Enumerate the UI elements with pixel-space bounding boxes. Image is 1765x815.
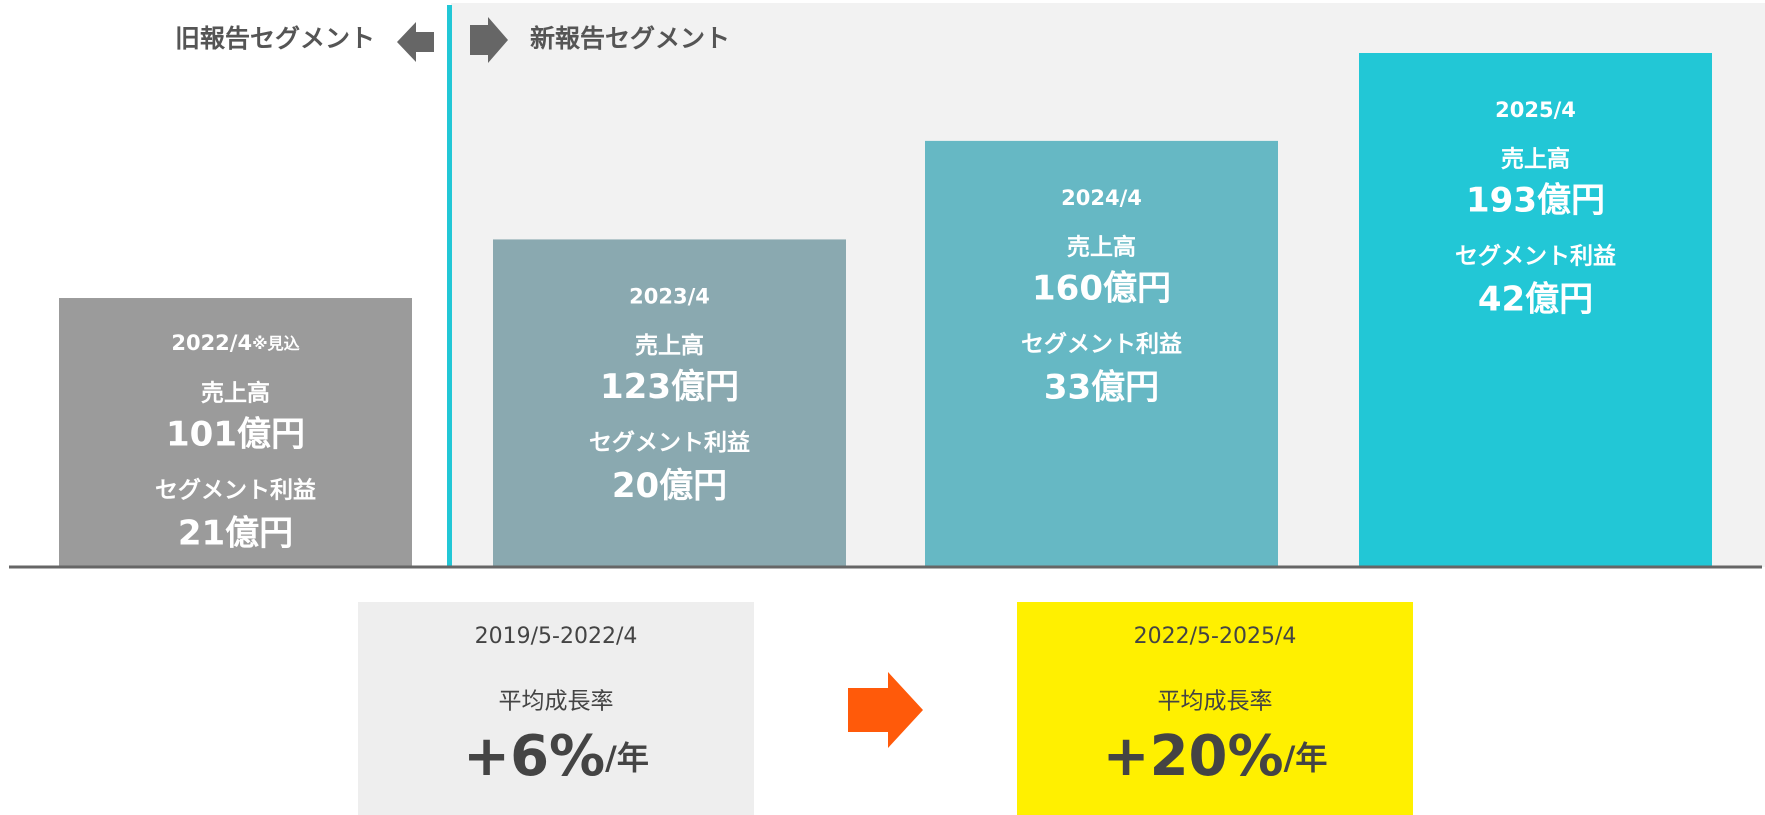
series-name: 売上高 xyxy=(635,332,704,359)
category-label: 2024/4 xyxy=(1061,186,1142,210)
bar xyxy=(1359,53,1712,567)
category-label: 2023/4 xyxy=(629,284,710,308)
series-name: 売上高 xyxy=(201,380,270,407)
growth-box xyxy=(1017,602,1413,815)
bar xyxy=(59,298,412,567)
category-label: 2025/4 xyxy=(1495,98,1576,122)
growth-period: 2019/5-2022/4 xyxy=(475,624,638,649)
right-arrow xyxy=(470,17,508,63)
series-name: セグメント利益 xyxy=(155,477,316,504)
growth-label: 平均成長率 xyxy=(1158,689,1273,715)
growth-label: 平均成長率 xyxy=(499,689,614,715)
growth-arrow xyxy=(848,672,923,748)
value-label: 160億円 xyxy=(1032,268,1171,308)
bar xyxy=(493,239,846,567)
value-label: 20億円 xyxy=(612,466,727,506)
category-label: 2022/4※見込 xyxy=(171,331,299,355)
growth-number: +20% xyxy=(1103,724,1284,789)
bar xyxy=(925,140,1278,567)
series-name: セグメント利益 xyxy=(1021,330,1182,357)
growth-value: +6%/年 xyxy=(463,724,649,789)
series-name: 売上高 xyxy=(1501,146,1570,173)
category-text: 2022/4 xyxy=(171,331,252,355)
value-label: 193億円 xyxy=(1466,181,1605,221)
series-name: セグメント利益 xyxy=(589,429,750,456)
series-name: 売上高 xyxy=(1067,233,1136,260)
growth-period: 2022/5-2025/4 xyxy=(1134,624,1297,649)
growth-unit: /年 xyxy=(605,739,649,777)
new-segment-label: 新報告セグメント xyxy=(530,24,730,53)
value-label: 33億円 xyxy=(1044,367,1159,407)
series-name: セグメント利益 xyxy=(1455,243,1616,270)
category-annotation: ※見込 xyxy=(252,334,300,353)
growth-unit: /年 xyxy=(1284,739,1328,777)
value-label: 42億円 xyxy=(1478,280,1593,320)
value-label: 21億円 xyxy=(178,514,293,554)
left-arrow xyxy=(397,22,434,62)
growth-number: +6% xyxy=(463,724,605,789)
value-label: 101億円 xyxy=(166,415,305,455)
divider xyxy=(447,5,452,567)
old-segment-label: 旧報告セグメント xyxy=(175,24,375,53)
value-label: 123億円 xyxy=(600,367,739,407)
growth-value: +20%/年 xyxy=(1103,724,1328,789)
growth-box xyxy=(358,602,754,815)
